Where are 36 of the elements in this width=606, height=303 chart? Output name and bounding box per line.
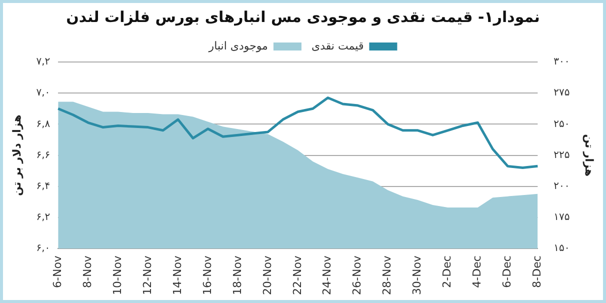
x-tick-label: 22-Nov	[290, 255, 304, 296]
y2-axis-title: هزار تن	[582, 134, 596, 176]
legend-label: موجودی انبار	[208, 39, 268, 52]
y2-tick-label: ۳۰۰	[554, 56, 570, 68]
x-tick-label: 18-Nov	[230, 255, 244, 296]
x-tick-label: 8-Nov	[80, 255, 94, 288]
y2-tick-label: ۲۰۰	[554, 180, 570, 192]
y-tick-label: ۶,۰	[36, 243, 50, 254]
x-tick-label: 26-Nov	[350, 255, 364, 296]
y-axis-title: هزار دلار بر تن	[10, 114, 24, 196]
y2-tick-label: ۱۵۰	[554, 243, 570, 254]
x-tick-label: 28-Nov	[380, 255, 394, 296]
y-tick-label: ۶,۶	[36, 150, 50, 161]
y-tick-label: ۶,۴	[36, 180, 50, 192]
x-tick-label: 6-Dec	[500, 256, 514, 288]
chart-title: نمودار۱- قیمت نقدی و موجودی مس انبارهای بورس فلزات لندن	[66, 8, 540, 26]
y-tick-label: ۷,۲	[36, 56, 50, 68]
x-tick-label: 16-Nov	[200, 255, 214, 296]
x-tick-label: 24-Nov	[320, 255, 334, 296]
x-tick-label: 2-Dec	[440, 256, 454, 288]
y2-tick-label: ۲۲۵	[554, 150, 570, 161]
x-tick-label: 8-Dec	[530, 256, 544, 288]
y-tick-label: ۶,۸	[36, 118, 51, 130]
x-tick-label: 14-Nov	[170, 255, 184, 296]
y2-tick-label: ۲۷۵	[554, 88, 570, 99]
y-tick-label: ۷,۰	[36, 88, 50, 99]
y2-tick-label: ۱۷۵	[554, 212, 570, 224]
y2-tick-label: ۲۵۰	[554, 118, 570, 130]
legend-label: قیمت نقدی	[311, 39, 364, 52]
x-tick-label: 12-Nov	[140, 255, 154, 296]
y-tick-label: ۶,۲	[36, 212, 50, 224]
x-tick-label: 4-Dec	[470, 256, 484, 288]
x-tick-label: 20-Nov	[260, 255, 274, 296]
x-tick-label: 6-Nov	[50, 255, 64, 288]
x-tick-label: 30-Nov	[410, 255, 424, 296]
x-tick-label: 10-Nov	[110, 255, 124, 296]
